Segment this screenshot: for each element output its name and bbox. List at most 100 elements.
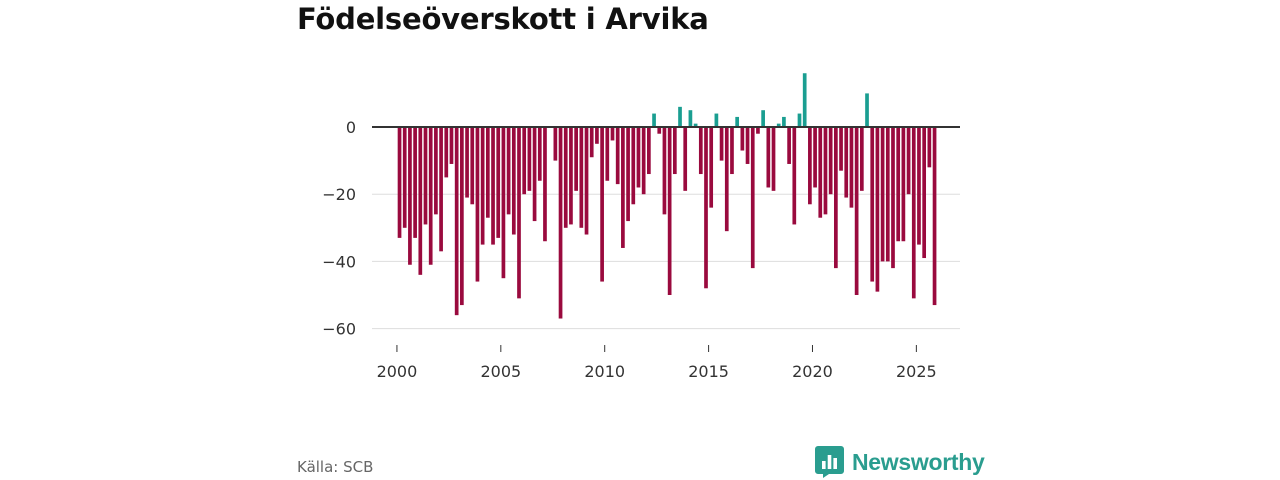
bar xyxy=(678,106,682,127)
newsworthy-logo: Newsworthy xyxy=(815,446,985,478)
bar xyxy=(522,127,527,195)
bar xyxy=(600,127,604,282)
source-note: Källa: SCB xyxy=(297,458,374,476)
bar xyxy=(932,127,937,306)
bar xyxy=(595,127,599,144)
bar xyxy=(849,127,854,208)
bar xyxy=(465,127,469,198)
bar xyxy=(714,113,719,127)
bar xyxy=(782,116,786,127)
bar xyxy=(688,110,693,127)
y-axis-ticks: 0 −20 −40 −60 xyxy=(322,118,356,339)
bar xyxy=(683,127,688,191)
bar xyxy=(922,127,927,259)
bar xyxy=(558,127,563,319)
bar xyxy=(750,127,755,269)
bar xyxy=(563,127,568,228)
bar xyxy=(880,127,885,262)
bar xyxy=(553,127,558,161)
x-tick-label: 2005 xyxy=(480,362,521,381)
bar xyxy=(485,127,490,218)
bar xyxy=(911,127,916,299)
bar xyxy=(927,127,932,168)
bar xyxy=(787,127,791,164)
bar xyxy=(693,123,698,127)
bar xyxy=(672,127,677,175)
y-tick-label: −40 xyxy=(322,252,356,271)
bar xyxy=(501,127,506,279)
x-tick-label: 2020 xyxy=(792,362,833,381)
bar xyxy=(834,127,838,269)
bar xyxy=(709,127,714,208)
bar xyxy=(475,127,480,282)
x-tick-label: 2010 xyxy=(584,362,625,381)
bar xyxy=(397,127,402,238)
bar xyxy=(636,127,641,188)
bar xyxy=(543,127,547,242)
bar xyxy=(865,93,869,127)
bar-chart-icon xyxy=(815,446,844,478)
bar xyxy=(621,127,625,248)
bar xyxy=(704,127,708,289)
bar xyxy=(428,127,433,265)
bar xyxy=(439,127,443,252)
bar xyxy=(589,127,594,158)
bar xyxy=(761,110,765,127)
bar xyxy=(480,127,485,245)
bar xyxy=(896,127,901,242)
bar xyxy=(615,127,620,185)
x-tick-label: 2025 xyxy=(896,362,937,381)
bar xyxy=(901,127,906,242)
bar xyxy=(828,127,833,195)
bar xyxy=(885,127,890,262)
x-tick-label: 2000 xyxy=(377,362,418,381)
bar xyxy=(740,127,745,151)
bar xyxy=(444,127,449,178)
y-tick-label: −60 xyxy=(322,320,356,339)
bar xyxy=(569,127,573,225)
bar xyxy=(506,127,511,215)
bar xyxy=(579,127,584,228)
bar xyxy=(870,127,875,282)
bar xyxy=(491,127,495,245)
bar xyxy=(844,127,849,198)
bar xyxy=(449,127,454,164)
bar xyxy=(584,127,589,235)
bar xyxy=(756,127,760,134)
bar xyxy=(418,127,423,275)
bar xyxy=(496,127,501,238)
bar xyxy=(745,127,750,164)
bar xyxy=(470,127,475,205)
bar xyxy=(766,127,771,188)
bar xyxy=(891,127,895,269)
bar xyxy=(641,127,646,195)
bar xyxy=(527,127,532,191)
y-tick-label: 0 xyxy=(346,118,356,137)
bar xyxy=(434,127,438,215)
bar xyxy=(875,127,880,292)
bar xyxy=(724,127,729,232)
bar xyxy=(839,127,843,171)
bar xyxy=(652,113,656,127)
bar xyxy=(657,127,662,134)
bar xyxy=(631,127,636,205)
bar xyxy=(647,127,651,175)
bar xyxy=(574,127,578,191)
bar xyxy=(626,127,630,222)
bar xyxy=(460,127,464,306)
bar xyxy=(906,127,911,195)
bar-chart: 0 −20 −40 −60 2000 2005 2010 2015 2020 2025 xyxy=(322,73,960,381)
bar xyxy=(408,127,412,265)
bar xyxy=(511,127,516,235)
bar xyxy=(532,127,537,222)
bar xyxy=(823,127,828,215)
bar xyxy=(423,127,428,225)
bar xyxy=(454,127,459,316)
bar xyxy=(776,123,781,127)
bar xyxy=(698,127,703,175)
bar xyxy=(771,127,776,191)
bar xyxy=(813,127,817,188)
bar xyxy=(818,127,823,218)
bar xyxy=(797,113,802,127)
x-axis-ticks: 2000 2005 2010 2015 2020 2025 xyxy=(377,345,937,381)
